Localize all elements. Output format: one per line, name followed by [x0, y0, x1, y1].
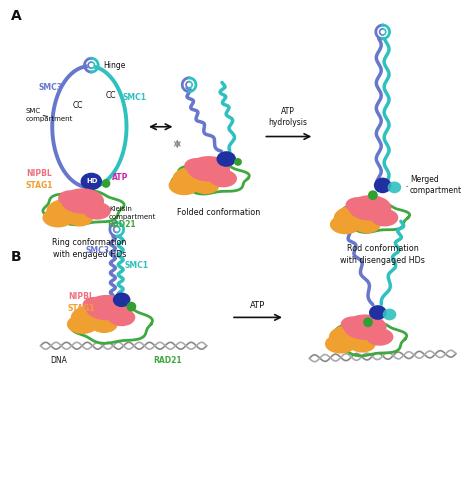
Ellipse shape [113, 292, 130, 307]
Text: STAG1: STAG1 [68, 304, 95, 313]
Text: SMC1: SMC1 [123, 93, 146, 102]
Text: Ring conformation
with engaged HDs: Ring conformation with engaged HDs [52, 238, 127, 259]
Ellipse shape [217, 151, 236, 167]
Text: HD: HD [87, 178, 98, 184]
Text: STAG1: STAG1 [26, 181, 54, 190]
Ellipse shape [81, 173, 102, 190]
Ellipse shape [374, 177, 392, 193]
Circle shape [101, 179, 110, 188]
Ellipse shape [329, 324, 376, 350]
Circle shape [368, 190, 378, 200]
Ellipse shape [66, 209, 93, 226]
Circle shape [234, 158, 242, 166]
Ellipse shape [58, 190, 82, 206]
Ellipse shape [366, 328, 393, 346]
Ellipse shape [344, 315, 387, 340]
Text: RAD21: RAD21 [153, 356, 182, 365]
Ellipse shape [334, 205, 381, 230]
Text: Rod conformation
with disengaged HDs: Rod conformation with disengaged HDs [340, 244, 425, 265]
Ellipse shape [82, 297, 106, 313]
Ellipse shape [83, 202, 111, 220]
Ellipse shape [192, 177, 219, 194]
Ellipse shape [369, 305, 387, 320]
Text: SMC3: SMC3 [38, 83, 63, 92]
Ellipse shape [169, 176, 200, 195]
Circle shape [363, 317, 373, 327]
Ellipse shape [108, 309, 135, 326]
Text: NIPBL: NIPBL [68, 292, 94, 301]
Ellipse shape [348, 195, 392, 221]
Text: Merged
compartment: Merged compartment [410, 175, 462, 196]
Text: ATP: ATP [112, 173, 128, 182]
Ellipse shape [371, 209, 398, 226]
Text: Hinge: Hinge [103, 61, 126, 70]
Circle shape [127, 302, 137, 312]
Circle shape [88, 62, 94, 68]
Ellipse shape [187, 156, 230, 181]
Ellipse shape [85, 295, 128, 320]
Ellipse shape [71, 305, 118, 330]
Text: NIPBL: NIPBL [26, 169, 52, 178]
Ellipse shape [184, 158, 208, 174]
Text: DNA: DNA [50, 356, 67, 365]
Circle shape [114, 226, 120, 233]
Text: Kleisin
compartment: Kleisin compartment [109, 206, 156, 219]
Text: CC: CC [106, 91, 116, 100]
Ellipse shape [348, 335, 376, 353]
Ellipse shape [210, 170, 237, 187]
Text: ATP: ATP [250, 300, 265, 310]
Circle shape [380, 29, 386, 35]
Ellipse shape [330, 215, 361, 234]
Ellipse shape [325, 334, 356, 354]
Ellipse shape [173, 166, 219, 191]
Text: A: A [11, 9, 22, 23]
Ellipse shape [46, 198, 93, 224]
Text: B: B [11, 250, 22, 264]
Ellipse shape [341, 317, 364, 332]
Ellipse shape [91, 316, 118, 333]
Text: CC: CC [73, 101, 83, 110]
Text: RAD21: RAD21 [107, 220, 136, 229]
Ellipse shape [67, 315, 98, 334]
Ellipse shape [61, 188, 104, 214]
Circle shape [186, 82, 192, 88]
Text: Folded conformation: Folded conformation [177, 208, 260, 217]
Ellipse shape [388, 181, 401, 193]
Text: SMC
compartment: SMC compartment [26, 108, 73, 122]
Text: SMC3: SMC3 [85, 247, 109, 255]
Text: ATP
hydrolysis: ATP hydrolysis [268, 107, 307, 127]
Text: SMC1: SMC1 [125, 261, 148, 270]
Ellipse shape [43, 208, 74, 227]
Ellipse shape [346, 197, 369, 213]
Ellipse shape [383, 309, 396, 320]
Ellipse shape [353, 216, 381, 233]
